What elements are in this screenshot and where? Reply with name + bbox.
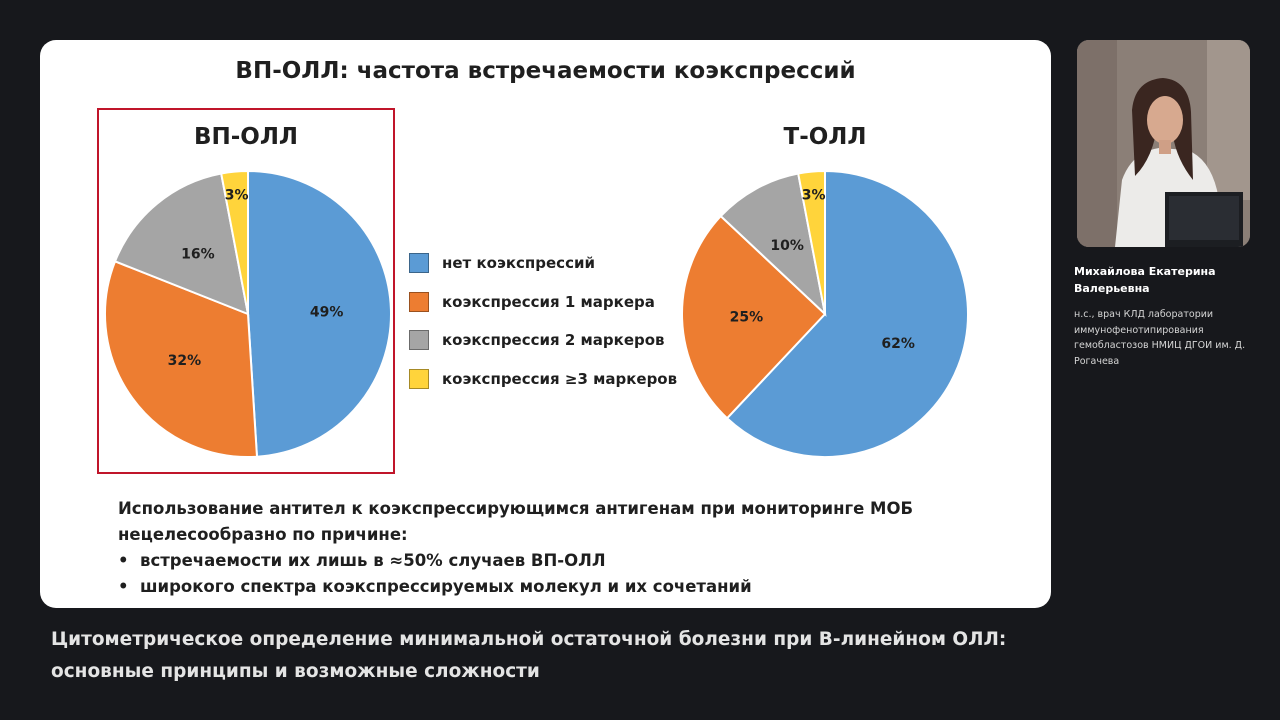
slide-title: ВП-ОЛЛ: частота встречаемости коэкспресс… xyxy=(235,58,856,84)
bullet-item: • широкого спектра коэкспрессируемых мол… xyxy=(118,574,1018,600)
pie-data-label: 32% xyxy=(168,353,202,369)
legend-item: коэкспрессия 2 маркеров xyxy=(409,321,677,360)
pie-slice xyxy=(104,260,259,458)
legend-swatch xyxy=(409,291,429,312)
legend-swatch xyxy=(409,330,429,351)
pie-chart-t-all: 62% 25% 10% 3% xyxy=(681,169,969,458)
legend-swatch xyxy=(409,253,429,274)
bullet-text: широкого спектра коэкспрессируемых молек… xyxy=(140,577,752,596)
pie-slice xyxy=(797,169,826,315)
bullet-text: встречаемости их лишь в ≈50% случаев ВП-… xyxy=(140,551,606,570)
pie-title-bp-all: ВП-ОЛЛ xyxy=(193,124,299,150)
pie-slice xyxy=(220,169,249,315)
pie-data-label: 3% xyxy=(802,187,826,203)
bullet-dot-icon: • xyxy=(118,551,129,570)
legend-item: нет коэкспрессий xyxy=(409,244,677,283)
bullet-item: • встречаемости их лишь в ≈50% случаев В… xyxy=(118,548,1018,574)
legend-label: нет коэкспрессий xyxy=(442,254,595,273)
speaker-video-image xyxy=(1077,40,1250,247)
pie-data-label: 49% xyxy=(310,305,344,321)
pie-data-label: 25% xyxy=(730,309,764,325)
pie-slice xyxy=(113,172,250,316)
highlight-frame xyxy=(97,108,395,474)
legend-label: коэкспрессия 1 маркера xyxy=(442,292,655,311)
talk-title: Цитометрическое определение минимальной … xyxy=(51,629,1007,682)
legend-label: коэкспрессия 2 маркеров xyxy=(442,331,665,350)
speaker-role: н.с., врач КЛД лаборатории иммунофенотип… xyxy=(1074,309,1246,367)
speaker-video xyxy=(1077,40,1250,247)
pie-slice xyxy=(725,169,969,458)
legend-swatch xyxy=(409,368,429,389)
pie-slice xyxy=(681,214,827,420)
legend-item: коэкспрессия 1 маркера xyxy=(409,283,677,322)
chart-legend: нет коэкспрессий коэкспрессия 1 маркера … xyxy=(409,244,677,398)
notes-intro-line: Использование антител к коэкспрессирующи… xyxy=(118,499,914,518)
pie-data-label: 3% xyxy=(225,187,249,203)
pie-data-label: 62% xyxy=(881,336,915,352)
bullet-dot-icon: • xyxy=(118,577,129,596)
pie-slice xyxy=(719,172,827,317)
speaker-name: Михайлова Екатерина Валерьевна xyxy=(1074,265,1216,295)
presentation-slide: ВП-ОЛЛ: частота встречаемости коэкспресс… xyxy=(40,40,1051,608)
legend-label: коэкспрессия ≥3 маркеров xyxy=(442,369,678,388)
legend-item: коэкспрессия ≥3 маркеров xyxy=(409,360,677,399)
pie-chart-bp-all: 49% 32% 16% 3% xyxy=(104,169,393,458)
slide-notes: Использование антител к коэкспрессирующи… xyxy=(118,496,1018,600)
pie-data-label: 10% xyxy=(770,238,804,254)
pie-slice xyxy=(247,169,393,458)
pie-title-t-all: Т-ОЛЛ xyxy=(783,124,867,150)
notes-intro-line: нецелесообразно по причине: xyxy=(118,525,408,544)
pie-data-label: 16% xyxy=(181,246,215,262)
